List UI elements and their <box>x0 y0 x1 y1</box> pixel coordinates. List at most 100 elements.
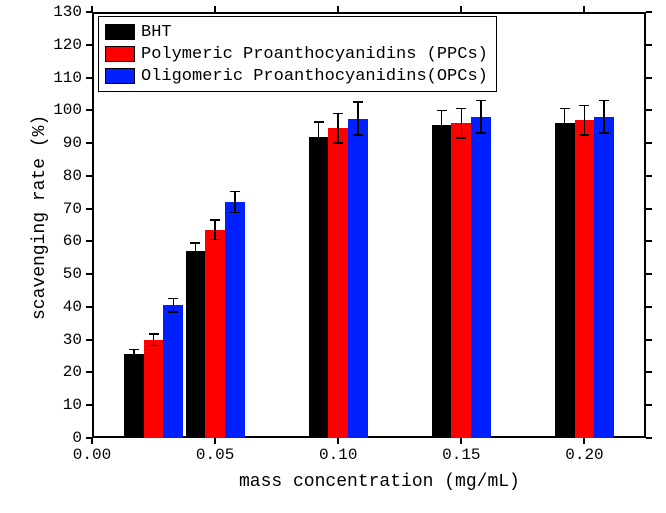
y-tick <box>86 240 92 242</box>
x-tick <box>583 6 585 12</box>
bar <box>594 117 614 438</box>
y-tick <box>646 306 652 308</box>
error-bar-cap <box>560 137 570 139</box>
error-bar <box>441 110 443 139</box>
x-tick <box>337 6 339 12</box>
x-tick <box>91 438 93 444</box>
error-bar-cap <box>230 212 240 214</box>
x-tick-label: 0.15 <box>442 446 480 464</box>
error-bar-cap <box>560 108 570 110</box>
error-bar-cap <box>579 105 589 107</box>
y-tick <box>86 306 92 308</box>
error-bar <box>564 109 566 138</box>
error-bar <box>337 114 339 143</box>
y-tick <box>646 208 652 210</box>
legend-swatch <box>105 24 135 40</box>
chart-container: BHT Polymeric Proanthocyanidins (PPCs) Oli… <box>0 0 666 513</box>
x-axis-label: mass concentration (mg/mL) <box>239 472 520 492</box>
y-tick <box>86 109 92 111</box>
x-tick <box>214 438 216 444</box>
legend-label: Polymeric Proanthocyanidins (PPCs) <box>141 45 488 64</box>
bar <box>471 117 491 438</box>
error-bar <box>195 243 197 259</box>
y-tick <box>646 11 652 13</box>
error-bar-cap <box>579 134 589 136</box>
error-bar-cap <box>333 142 343 144</box>
error-bar-cap <box>476 132 486 134</box>
error-bar-cap <box>129 359 139 361</box>
legend-swatch <box>105 68 135 84</box>
y-tick-label: 130 <box>0 3 82 21</box>
error-bar-cap <box>230 191 240 193</box>
y-tick <box>646 339 652 341</box>
x-tick <box>583 438 585 444</box>
bar <box>205 230 225 438</box>
error-bar-cap <box>353 134 363 136</box>
bar <box>309 137 329 438</box>
legend: BHT Polymeric Proanthocyanidins (PPCs) Oli… <box>98 16 497 92</box>
error-bar <box>214 220 216 240</box>
bar <box>348 119 368 439</box>
y-tick-label: 80 <box>0 167 82 185</box>
error-bar <box>357 102 359 135</box>
legend-label: BHT <box>141 23 172 42</box>
bar <box>225 202 245 438</box>
error-bar-cap <box>456 137 466 139</box>
y-tick-label: 10 <box>0 396 82 414</box>
error-bar-cap <box>149 345 159 347</box>
y-tick-label: 100 <box>0 101 82 119</box>
error-bar-cap <box>314 151 324 153</box>
y-tick-label: 60 <box>0 232 82 250</box>
bar <box>186 251 206 438</box>
y-tick-label: 40 <box>0 298 82 316</box>
y-tick-label: 70 <box>0 200 82 218</box>
legend-label: Oligomeric Proanthocyanidins(OPCs) <box>141 67 488 86</box>
y-tick <box>86 208 92 210</box>
y-tick <box>646 77 652 79</box>
error-bar <box>584 105 586 134</box>
error-bar-cap <box>599 100 609 102</box>
error-bar-cap <box>190 259 200 261</box>
legend-item: BHT <box>105 21 488 43</box>
x-tick <box>337 438 339 444</box>
y-tick <box>86 339 92 341</box>
error-bar-cap <box>190 242 200 244</box>
y-tick-label: 0 <box>0 429 82 447</box>
bar <box>328 128 348 438</box>
y-tick-label: 120 <box>0 36 82 54</box>
y-tick <box>646 175 652 177</box>
legend-item: Oligomeric Proanthocyanidins(OPCs) <box>105 65 488 87</box>
error-bar-cap <box>210 239 220 241</box>
bar <box>163 305 183 438</box>
y-tick <box>646 437 652 439</box>
x-tick-label: 0.00 <box>73 446 111 464</box>
y-tick <box>86 371 92 373</box>
bar <box>451 123 471 438</box>
y-tick <box>646 142 652 144</box>
error-bar <box>461 109 463 138</box>
y-tick <box>646 240 652 242</box>
error-bar-cap <box>149 333 159 335</box>
y-tick <box>646 404 652 406</box>
x-tick <box>214 6 216 12</box>
bar <box>124 354 144 438</box>
bar <box>432 125 452 438</box>
error-bar <box>603 100 605 133</box>
error-bar-cap <box>476 100 486 102</box>
error-bar-cap <box>437 139 447 141</box>
y-tick-label: 20 <box>0 363 82 381</box>
y-tick-label: 110 <box>0 69 82 87</box>
error-bar-cap <box>210 219 220 221</box>
x-tick <box>460 6 462 12</box>
legend-swatch <box>105 46 135 62</box>
error-bar <box>480 100 482 133</box>
y-tick <box>86 44 92 46</box>
error-bar <box>318 122 320 151</box>
y-tick <box>86 175 92 177</box>
error-bar-cap <box>353 101 363 103</box>
y-tick-label: 50 <box>0 265 82 283</box>
error-bar-cap <box>168 298 178 300</box>
error-bar-cap <box>129 349 139 351</box>
x-tick <box>91 6 93 12</box>
bar <box>555 123 575 438</box>
